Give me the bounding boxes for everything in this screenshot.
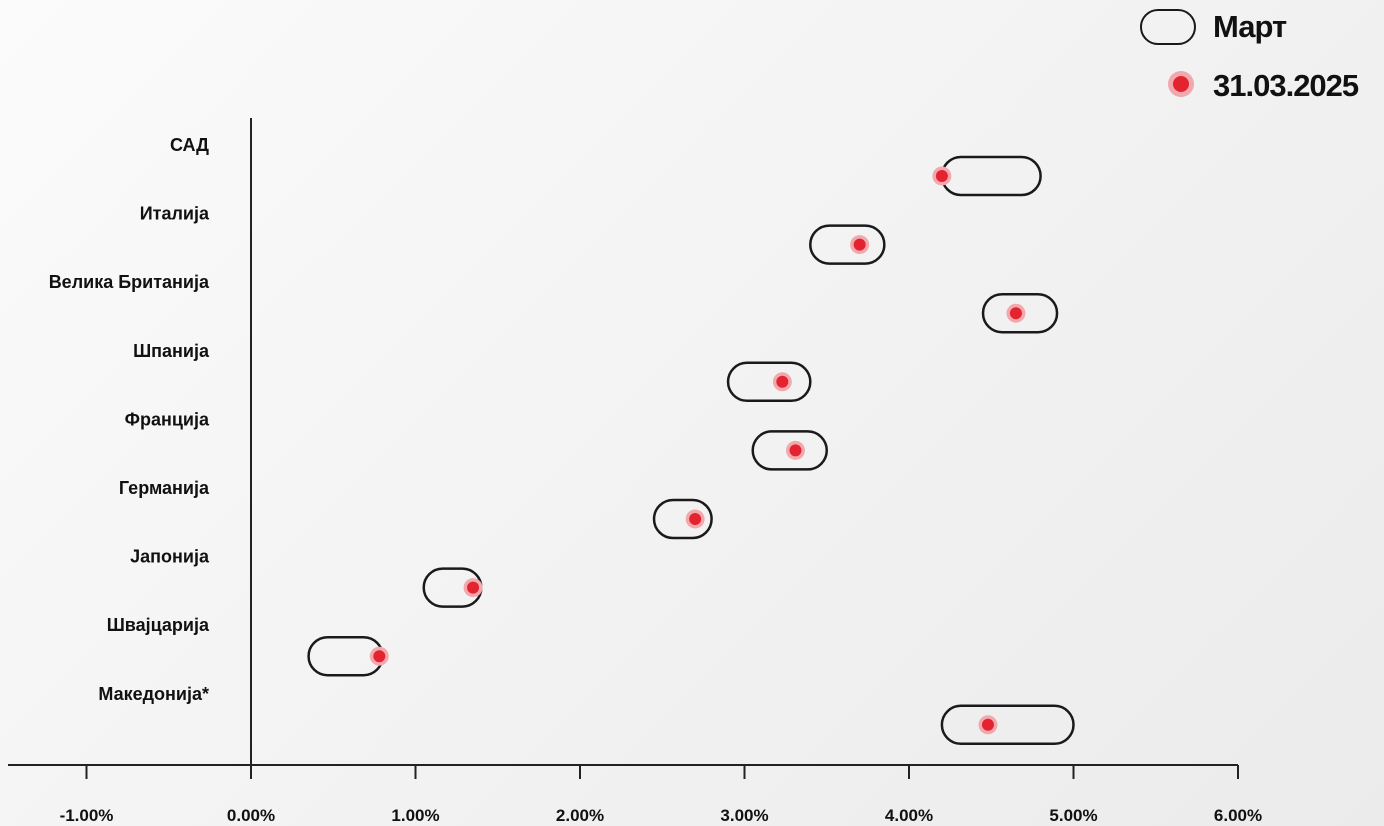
point-marks xyxy=(369,166,1026,735)
category-label: Јапонија xyxy=(130,547,210,567)
data-point xyxy=(853,238,866,251)
category-labels: САД Италија Велика Британија Шпанија Франциј… xyxy=(49,135,210,704)
data-point xyxy=(789,444,802,457)
category-label: Швајцарија xyxy=(107,615,210,635)
data-point xyxy=(981,718,994,731)
range-pill xyxy=(751,430,828,471)
data-point xyxy=(1009,307,1022,320)
x-tick-label: -1.00% xyxy=(60,806,114,825)
data-point xyxy=(373,650,386,663)
category-label: Италија xyxy=(140,204,210,224)
range-pill xyxy=(981,292,1059,334)
x-tick-label: 3.00% xyxy=(720,806,768,825)
data-point xyxy=(776,375,789,388)
category-label: САД xyxy=(170,135,209,155)
legend-dot-swatch xyxy=(1173,76,1189,92)
category-label: Македонија* xyxy=(98,684,209,704)
data-point xyxy=(935,170,948,182)
category-label: Шпанија xyxy=(133,341,210,361)
category-label: Франција xyxy=(125,409,210,429)
category-label: Велика Британија xyxy=(49,272,210,292)
legend-label-point: 31.03.2025 xyxy=(1213,68,1359,103)
x-tick-label: 0.00% xyxy=(227,806,275,825)
axes xyxy=(8,118,1238,779)
legend-label-range: Март xyxy=(1213,9,1287,44)
x-tick-label: 4.00% xyxy=(885,806,933,825)
x-tick-label: 1.00% xyxy=(391,806,439,825)
range-pill xyxy=(940,155,1042,197)
range-marks xyxy=(307,155,1075,746)
range-pill xyxy=(809,224,886,265)
data-point xyxy=(689,513,702,525)
x-axis-ticks: -1.00% 0.00% 1.00% 2.00% 3.00% 4.00% 5.00% 6.00… xyxy=(60,765,1262,825)
x-tick-label: 2.00% xyxy=(556,806,604,825)
range-pill xyxy=(652,498,713,540)
legend-range-swatch xyxy=(1140,9,1196,45)
legend: Март 31.03.2025 xyxy=(1140,9,1360,103)
category-label: Германија xyxy=(119,478,210,498)
data-point xyxy=(467,581,480,594)
x-tick-label: 5.00% xyxy=(1049,806,1097,825)
range-pill xyxy=(940,704,1075,746)
range-pill xyxy=(726,361,812,403)
x-tick-label: 6.00% xyxy=(1214,806,1262,825)
